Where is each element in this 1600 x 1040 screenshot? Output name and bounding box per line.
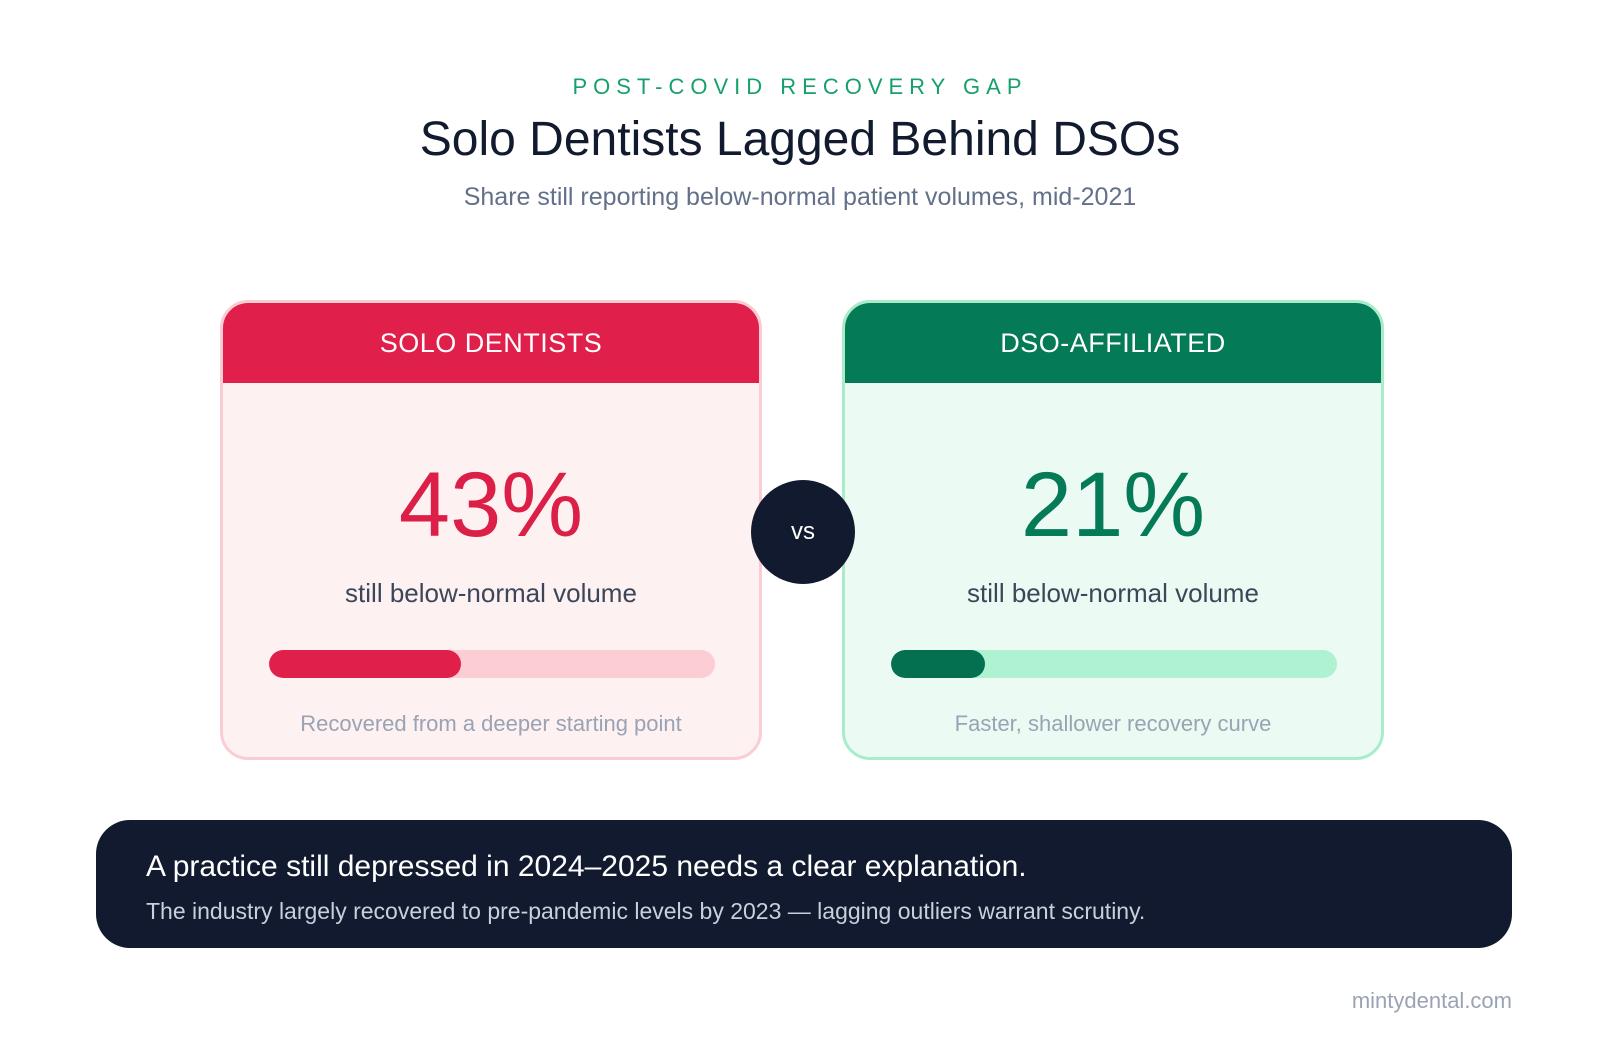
callout-banner: A practice still depressed in 2024–2025 … <box>96 820 1512 948</box>
dso-card-header: DSO-AFFILIATED <box>845 303 1381 383</box>
solo-note: Recovered from a deeper starting point <box>300 711 682 736</box>
callout-detail: The industry largely recovered to pre-pa… <box>146 898 1146 924</box>
solo-percentage-value: 43% <box>398 454 584 556</box>
page-subtitle: Share still reporting below-normal patie… <box>463 183 1137 211</box>
dso-metric-label: still below-normal volume <box>967 578 1259 608</box>
solo-progress-fill <box>269 650 461 678</box>
callout-headline: A practice still depressed in 2024–2025 … <box>146 850 1027 883</box>
page-title: Solo Dentists Lagged Behind DSOs <box>419 113 1181 166</box>
source-credit: mintydental.com <box>1351 988 1512 1013</box>
dso-progress-track <box>891 650 1337 678</box>
solo-dentists-card: SOLO DENTISTS 43% still below-normal vol… <box>220 300 762 760</box>
dso-percentage-value: 21% <box>1020 454 1206 556</box>
vs-badge: vs <box>751 480 855 584</box>
eyebrow-label: POST-COVID RECOVERY GAP <box>572 74 1028 99</box>
dso-note: Faster, shallower recovery curve <box>954 711 1272 736</box>
solo-metric-label: still below-normal volume <box>345 578 637 608</box>
dso-progress-fill <box>891 650 985 678</box>
solo-progress-track <box>269 650 715 678</box>
dso-affiliated-card: DSO-AFFILIATED 21% still below-normal vo… <box>842 300 1384 760</box>
solo-card-header: SOLO DENTISTS <box>223 303 759 383</box>
